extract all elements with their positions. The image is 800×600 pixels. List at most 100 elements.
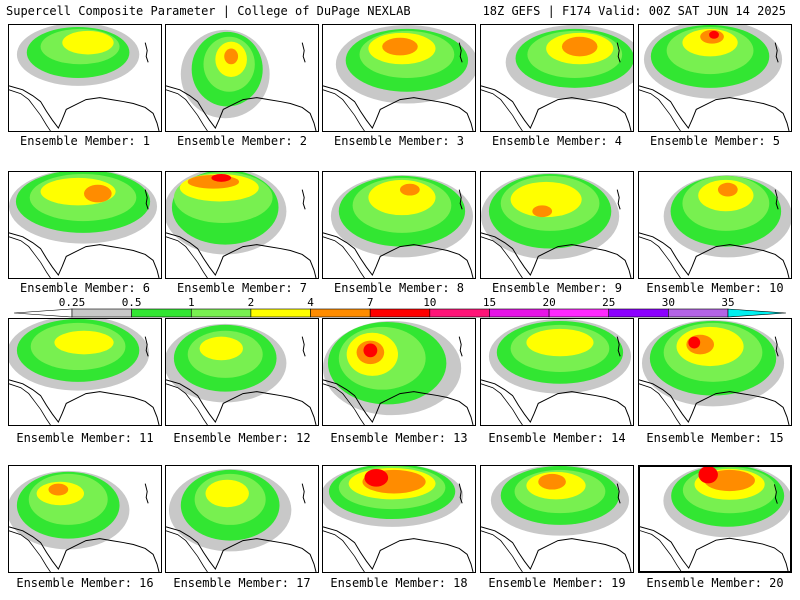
coastline: [639, 232, 790, 278]
ensemble-member-label: Ensemble Member: 2: [176, 134, 308, 148]
coastline: [481, 232, 632, 278]
scp-contour-5: [211, 173, 232, 182]
scp-contour-4: [561, 36, 598, 57]
colorbar-tick-label: 1: [188, 296, 195, 309]
great-lake-shore: [301, 189, 306, 210]
ensemble-panel-3: [322, 24, 476, 132]
coastline: [9, 85, 160, 131]
ensemble-member-label: Ensemble Member: 13: [330, 431, 468, 445]
border-line: [166, 236, 208, 278]
ensemble-panel-9: [480, 171, 634, 279]
scp-contour-5: [709, 30, 719, 39]
border-line: [323, 383, 365, 425]
border-line: [481, 236, 523, 278]
ensemble-member-label: Ensemble Member: 6: [19, 281, 151, 295]
scp-map: [640, 467, 790, 571]
colorbar-segment: [429, 308, 490, 318]
ensemble-member-label: Ensemble Member: 20: [646, 576, 784, 590]
ensemble-panel-5: [638, 24, 792, 132]
ensemble-panel-1: [8, 24, 162, 132]
great-lake-shore: [144, 189, 149, 210]
border-line: [9, 89, 51, 131]
border-line: [323, 530, 365, 572]
coastline: [481, 85, 632, 131]
scp-map: [481, 319, 632, 425]
scp-contour-4: [382, 37, 418, 56]
coastline: [166, 232, 317, 278]
scp-contour-4: [48, 483, 69, 496]
ensemble-panel-10: [638, 171, 792, 279]
great-lake-shore: [616, 336, 621, 357]
scp-contour-4: [538, 473, 566, 490]
great-lake-shore: [774, 42, 779, 63]
great-lake-shore: [458, 336, 463, 357]
ensemble-member-label: Ensemble Member: 18: [330, 576, 468, 590]
ensemble-panel-2: [165, 24, 319, 132]
colorbar-segment: [71, 308, 132, 318]
coastline: [481, 379, 632, 425]
scp-map: [639, 25, 790, 131]
great-lake-shore: [774, 336, 779, 357]
colorbar-segment: [190, 308, 252, 318]
great-lake-shore: [773, 484, 778, 504]
coastline: [639, 85, 790, 131]
ensemble-member-label: Ensemble Member: 7: [176, 281, 308, 295]
scp-contour-4: [717, 182, 738, 197]
scp-map: [166, 323, 317, 425]
coastline: [9, 379, 160, 425]
coastline: [640, 526, 789, 571]
great-lake-shore: [616, 42, 621, 63]
coastline: [9, 232, 160, 278]
ensemble-panel-8: [322, 171, 476, 279]
colorbar-arrow-left: [13, 308, 73, 318]
ensemble-panel-18: [322, 465, 476, 573]
scp-contour-3: [526, 328, 594, 357]
ensemble-member-label: Ensemble Member: 1: [19, 134, 151, 148]
ensemble-panel-17: [165, 465, 319, 573]
ensemble-panel-16: [8, 465, 162, 573]
colorbar-segment: [131, 308, 192, 318]
scp-map: [166, 29, 317, 131]
ensemble-member-label: Ensemble Member: 16: [16, 576, 154, 590]
coastline: [166, 379, 317, 425]
ensemble-member-label: Ensemble Member: 12: [173, 431, 311, 445]
scp-map: [9, 319, 160, 425]
great-lake-shore: [144, 42, 149, 63]
scp-map: [323, 174, 474, 278]
valid-time-title: 18Z GEFS | F174 Valid: 00Z SAT JUN 14 20…: [482, 4, 786, 18]
scp-contour-3: [368, 179, 436, 216]
colorbar-tick-label: 30: [662, 296, 675, 309]
colorbar-tick-label: 4: [307, 296, 314, 309]
colorbar: 0.25 0.5 1 2 4 7 10 15 20 25 30 35: [13, 296, 787, 318]
border-line: [639, 383, 681, 425]
coastline: [166, 526, 317, 572]
ensemble-panel-15: [638, 318, 792, 426]
colorbar-segment: [608, 308, 669, 318]
colorbar-segment: [310, 308, 371, 318]
scp-contour-3: [62, 30, 114, 55]
scp-map: [481, 172, 632, 278]
scp-map: [323, 320, 474, 425]
ensemble-panel-12: [165, 318, 319, 426]
ensemble-member-label: Ensemble Member: 10: [646, 281, 784, 295]
ensemble-panel-11: [8, 318, 162, 426]
scp-contour-5: [688, 336, 701, 349]
great-lake-shore: [301, 42, 306, 63]
scp-contour-4: [399, 183, 420, 196]
colorbar-tick-label: 2: [248, 296, 255, 309]
colorbar-segment: [668, 308, 729, 318]
scp-contour-5: [363, 343, 378, 358]
ensemble-member-label: Ensemble Member: 19: [488, 576, 626, 590]
scp-map: [481, 25, 633, 131]
colorbar-segment: [250, 308, 311, 318]
colorbar-tick-label: 35: [721, 296, 734, 309]
colorbar-tick-label: 15: [483, 296, 496, 309]
border-line: [9, 530, 51, 572]
coastline: [323, 379, 474, 425]
great-lake-shore: [301, 483, 306, 504]
border-line: [639, 89, 681, 131]
border-line: [166, 383, 208, 425]
border-line: [640, 530, 682, 571]
border-line: [166, 530, 208, 572]
scp-map: [166, 468, 317, 572]
